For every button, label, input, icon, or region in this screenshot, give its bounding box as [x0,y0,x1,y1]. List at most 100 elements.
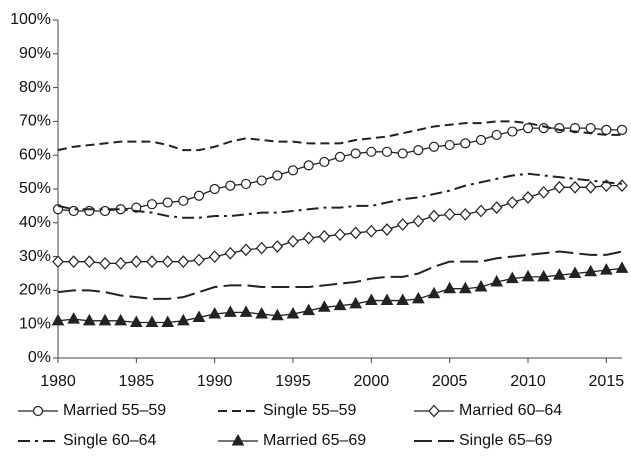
marker [231,433,245,446]
marker [364,293,378,306]
marker [67,312,81,324]
marker [302,303,316,316]
marker [208,250,221,263]
marker [287,165,299,176]
marker [365,224,378,238]
marker [83,255,96,269]
marker [396,218,409,231]
y-tick-label: 80% [19,79,51,96]
legend-label: Married 55–59 [63,402,166,419]
series-line [57,172,623,219]
marker [366,146,377,157]
series-line [57,127,622,212]
x-tick-label: 1990 [197,373,233,390]
marker [130,255,143,269]
y-tick-label: 50% [19,180,51,197]
marker [349,226,362,240]
marker [99,205,111,217]
series-line [57,120,622,152]
x-tick-label: 2000 [354,373,390,390]
y-tick-label: 60% [19,146,51,163]
marker [318,229,331,243]
marker [412,214,425,228]
marker [460,138,471,149]
marker [255,241,268,255]
marker [99,256,111,270]
marker [381,146,393,157]
marker [129,315,143,328]
marker [458,281,472,294]
legend-label: Single 60–64 [63,432,157,449]
marker [82,313,96,326]
marker [98,313,112,326]
marker [239,305,253,317]
marker [553,180,566,194]
marker [507,126,518,137]
marker [599,263,613,275]
marker [443,207,456,221]
marker [225,180,236,191]
marker [474,279,488,292]
x-tick-label: 2015 [589,373,625,390]
marker [334,228,346,242]
marker [176,313,190,326]
marker [224,246,237,260]
x-tick-label: 1985 [119,373,155,390]
marker [380,293,394,306]
marker [146,255,158,269]
marker [428,404,440,418]
marker [584,264,598,277]
marker [537,185,550,199]
y-tick-label: 0% [28,349,51,366]
marker [146,199,158,210]
marker [334,151,346,162]
marker [255,307,269,319]
marker [506,196,519,209]
marker [522,123,534,134]
marker [240,178,252,190]
y-tick-label: 100% [10,11,51,28]
marker [208,307,222,319]
marker [490,201,503,214]
marker [616,124,628,135]
legend-label: Single 55–59 [263,402,357,419]
marker [67,255,80,269]
y-tick-label: 90% [19,45,51,62]
y-tick-label: 70% [19,113,51,130]
marker [505,271,519,284]
marker [52,255,64,269]
x-tick-label: 2010 [510,373,546,390]
marker [349,296,363,309]
marker [443,281,457,294]
marker [444,139,455,151]
marker [459,207,472,221]
marker [114,313,128,326]
marker [177,255,190,269]
marker [286,307,300,319]
marker [475,134,487,146]
marker [193,190,205,201]
y-tick-label: 30% [19,248,51,265]
marker [51,313,65,326]
marker [317,300,331,312]
x-tick-label: 1995 [275,373,311,390]
series-line [57,267,623,324]
marker [427,286,441,299]
series-line [57,250,623,300]
marker [193,253,205,267]
y-tick-label: 10% [19,315,51,332]
marker [303,160,314,171]
marker [161,255,174,269]
marker [521,269,535,282]
legend-label: Single 65–69 [459,432,553,449]
marker [271,240,284,253]
marker [396,293,410,306]
marker [302,231,315,245]
marker [413,145,424,156]
marker [223,305,237,317]
marker [568,266,582,278]
marker [552,268,566,280]
marker [601,124,612,135]
y-tick-label: 20% [19,282,51,299]
